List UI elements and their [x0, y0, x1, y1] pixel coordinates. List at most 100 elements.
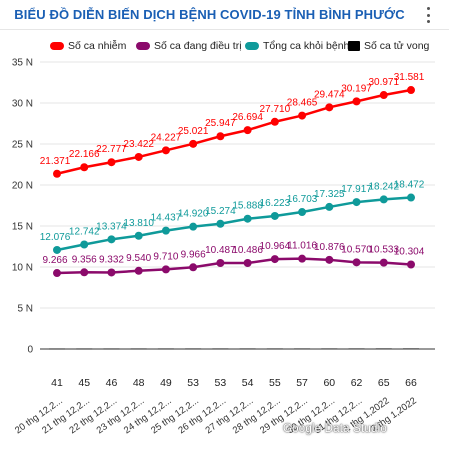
data-label-red: 31.581 — [394, 72, 425, 83]
bar-value-label: 66 — [405, 377, 417, 389]
bar-deaths — [239, 348, 256, 350]
data-label-purple: 10.570 — [341, 244, 372, 255]
data-point-teal — [189, 222, 198, 231]
data-label-teal: 17.325 — [314, 189, 345, 200]
data-label-red: 23.422 — [123, 139, 154, 150]
data-point-red — [407, 86, 415, 95]
y-tick-label: 25 N — [12, 140, 33, 151]
legend-swatch-black — [348, 41, 360, 51]
y-tick-label: 20 N — [12, 181, 33, 192]
bar-value-label: 65 — [378, 377, 390, 389]
data-label-teal: 18.242 — [368, 181, 399, 192]
bar-deaths — [49, 348, 65, 350]
bar-value-label: 48 — [133, 377, 145, 389]
data-label-purple: 9.540 — [126, 253, 151, 264]
data-label-red: 21.371 — [40, 156, 71, 167]
legend: Số ca nhiễm Số ca đang điều trị Tổng ca … — [0, 40, 449, 54]
data-point-purple — [134, 266, 143, 275]
data-point-purple — [189, 263, 198, 272]
bar-deaths — [76, 348, 93, 350]
data-label-purple: 9.332 — [99, 254, 124, 265]
data-label-red: 24.227 — [151, 132, 182, 143]
data-point-teal — [243, 214, 252, 223]
legend-item-treating[interactable]: Số ca đang điều trị — [136, 40, 242, 52]
data-point-purple — [243, 259, 252, 268]
data-label-teal: 14.920 — [178, 209, 209, 220]
data-label-purple: 9.710 — [153, 251, 178, 262]
chart-title: BIỂU ĐỒ DIỄN BIẾN DỊCH BỆNH COVID-19 TỈN… — [14, 7, 405, 22]
data-label-red: 27.710 — [260, 104, 291, 115]
data-point-red — [216, 132, 225, 141]
legend-swatch-red — [50, 42, 64, 50]
data-point-purple — [325, 255, 334, 264]
data-point-red — [352, 97, 361, 106]
data-point-red — [107, 158, 116, 167]
data-point-purple — [407, 260, 415, 269]
bar-deaths — [403, 348, 419, 349]
data-label-red: 22.166 — [69, 149, 100, 160]
data-label-purple: 10.486 — [232, 245, 263, 256]
data-point-purple — [216, 259, 225, 268]
legend-swatch-purple — [136, 42, 150, 50]
data-point-red — [270, 117, 279, 126]
watermark: Google Data Studio — [283, 423, 387, 435]
legend-label-treating: Số ca đang điều trị — [154, 40, 242, 52]
data-label-purple: 9.266 — [42, 255, 67, 266]
legend-item-infected[interactable]: Số ca nhiễm — [50, 40, 126, 52]
legend-item-deaths[interactable]: Số ca tử vong — [348, 40, 429, 52]
data-label-purple: 9.356 — [72, 254, 97, 265]
data-point-red — [134, 152, 143, 161]
data-label-red: 26.694 — [232, 112, 263, 123]
y-tick-label: 10 N — [12, 263, 33, 274]
bar-value-label: 57 — [296, 377, 308, 389]
data-label-red: 25.021 — [178, 126, 209, 137]
data-point-teal — [325, 202, 334, 211]
legend-label-deaths: Số ca tử vong — [364, 40, 430, 52]
bar-deaths — [103, 348, 120, 350]
data-label-red: 22.777 — [96, 144, 127, 155]
bar-deaths — [185, 348, 202, 350]
bar-deaths — [157, 348, 174, 350]
bar-deaths — [130, 348, 147, 350]
data-label-teal: 14.437 — [151, 213, 182, 224]
data-point-teal — [298, 208, 307, 217]
bar-value-label: 45 — [78, 377, 90, 389]
data-point-red — [298, 111, 307, 120]
series-line-teal — [56, 196, 412, 252]
bar-value-label: 53 — [215, 377, 227, 389]
data-label-red: 28.465 — [287, 98, 318, 109]
data-label-teal: 15.888 — [232, 201, 263, 212]
data-point-purple — [298, 254, 307, 263]
data-point-teal — [107, 235, 116, 244]
data-point-purple — [161, 265, 170, 274]
bar-value-label: 46 — [106, 377, 118, 389]
data-label-teal: 16.223 — [260, 198, 291, 209]
data-point-teal — [161, 226, 170, 235]
data-label-purple: 10.876 — [314, 242, 345, 253]
data-point-teal — [379, 195, 388, 204]
data-point-purple — [53, 269, 61, 278]
bar-value-label: 55 — [269, 377, 281, 389]
data-point-teal — [407, 193, 415, 202]
data-label-purple: 11.016 — [287, 241, 317, 252]
data-label-purple: 10.533 — [368, 245, 399, 256]
bar-deaths — [266, 348, 283, 350]
data-point-red — [325, 103, 334, 112]
data-point-teal — [53, 245, 61, 254]
data-point-red — [80, 163, 89, 172]
data-label-red: 29.474 — [314, 89, 345, 100]
more-vert-icon[interactable] — [423, 7, 433, 23]
bar-value-label: 54 — [242, 377, 254, 389]
data-label-purple: 10.487 — [205, 245, 236, 256]
data-label-purple: 10.304 — [394, 247, 425, 258]
data-label-red: 30.971 — [368, 77, 399, 88]
bar-deaths — [212, 348, 229, 350]
data-point-purple — [270, 255, 279, 264]
data-label-teal: 13.374 — [96, 221, 127, 232]
series-line-purple — [56, 257, 412, 275]
data-point-teal — [134, 231, 143, 240]
legend-item-recovered[interactable]: Tổng ca khỏi bệnh — [245, 40, 349, 52]
data-point-purple — [352, 258, 361, 267]
